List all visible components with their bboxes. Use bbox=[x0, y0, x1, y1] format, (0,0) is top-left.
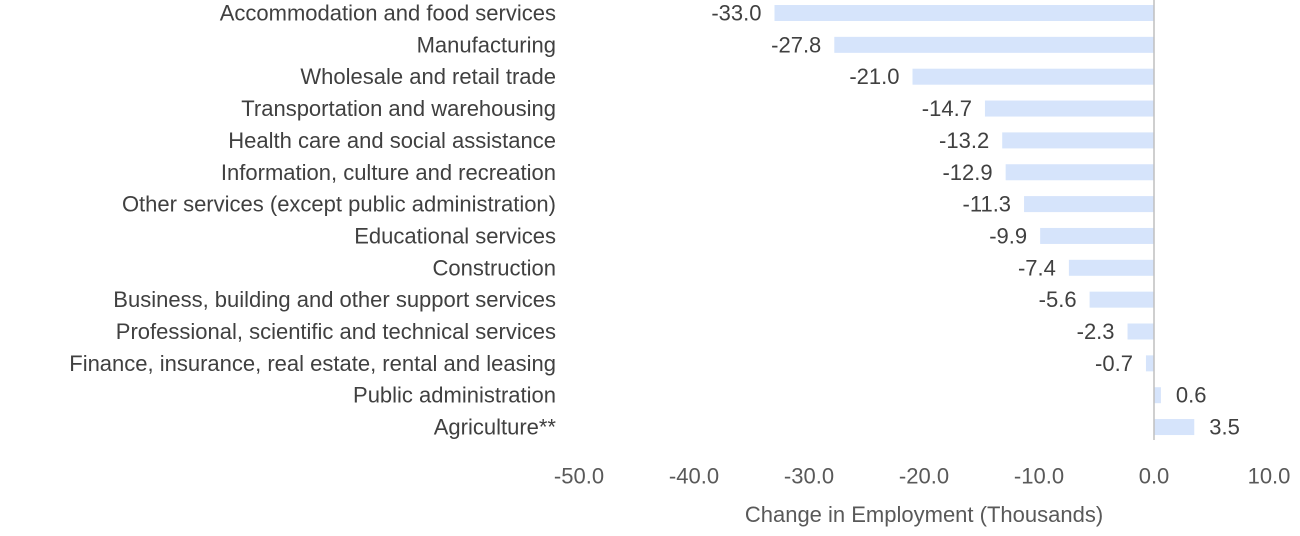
value-label: -5.6 bbox=[1039, 287, 1077, 312]
value-label: -21.0 bbox=[849, 64, 899, 89]
bar-construction bbox=[1068, 259, 1154, 276]
category-labels-group: Accommodation and food services Manufactu… bbox=[69, 1, 556, 440]
x-axis-title: Change in Employment (Thousands) bbox=[745, 502, 1103, 527]
value-label: 0.6 bbox=[1176, 383, 1207, 408]
x-tick-label: -30.0 bbox=[784, 464, 834, 489]
x-tick-label: -10.0 bbox=[1014, 464, 1064, 489]
category-label: Transportation and warehousing bbox=[241, 96, 556, 121]
category-label: Public administration bbox=[353, 383, 556, 408]
category-label: Wholesale and retail trade bbox=[300, 64, 556, 89]
value-label: -11.3 bbox=[963, 192, 1012, 217]
value-label: -13.2 bbox=[939, 128, 989, 153]
bar-information-culture-and-recreation bbox=[1005, 164, 1154, 181]
value-label: 3.5 bbox=[1209, 415, 1240, 440]
x-tick-label: -40.0 bbox=[669, 464, 719, 489]
category-label: Finance, insurance, real estate, rental … bbox=[69, 351, 556, 376]
category-label: Professional, scientific and technical s… bbox=[116, 319, 556, 344]
bar-business-building-and-other-support-services bbox=[1089, 291, 1154, 308]
bar-public-administration bbox=[1154, 387, 1161, 404]
category-label: Educational services bbox=[354, 223, 556, 248]
value-label: -0.7 bbox=[1095, 351, 1133, 376]
category-label: Manufacturing bbox=[417, 32, 556, 57]
category-label: Agriculture** bbox=[434, 415, 557, 440]
bar-educational-services bbox=[1040, 227, 1154, 244]
bar-transportation-and-warehousing bbox=[984, 100, 1154, 117]
x-tick-labels-group: -50.0 -40.0 -30.0 -20.0 -10.0 0.0 10.0 bbox=[554, 464, 1290, 489]
bar-professional-scientific-and-technical-services bbox=[1127, 323, 1154, 340]
value-label: -2.3 bbox=[1077, 319, 1115, 344]
category-label: Information, culture and recreation bbox=[221, 160, 556, 185]
x-tick-label: 10.0 bbox=[1248, 464, 1291, 489]
bar-manufacturing bbox=[834, 36, 1154, 53]
bar-other-services-except-public-administration bbox=[1024, 196, 1154, 213]
bar-health-care-and-social-assistance bbox=[1002, 132, 1154, 149]
category-label: Health care and social assistance bbox=[228, 128, 556, 153]
category-label: Accommodation and food services bbox=[220, 1, 556, 26]
value-label: -12.9 bbox=[942, 160, 992, 185]
category-label: Other services (except public administra… bbox=[122, 192, 556, 217]
value-label: -9.9 bbox=[989, 223, 1027, 248]
category-label: Business, building and other support ser… bbox=[113, 287, 556, 312]
value-label: -7.4 bbox=[1018, 255, 1056, 280]
category-label: Construction bbox=[432, 255, 556, 280]
x-tick-label: -50.0 bbox=[554, 464, 604, 489]
value-label: -14.7 bbox=[922, 96, 972, 121]
bar-agriculture bbox=[1154, 419, 1195, 436]
bar-finance-insurance-real-estate-rental-and-leasing bbox=[1145, 355, 1154, 372]
bar-wholesale-and-retail-trade bbox=[912, 68, 1154, 85]
x-tick-label: 0.0 bbox=[1139, 464, 1170, 489]
value-label: -33.0 bbox=[711, 1, 761, 26]
x-tick-label: -20.0 bbox=[899, 464, 949, 489]
bars-group bbox=[774, 5, 1195, 436]
value-label: -27.8 bbox=[771, 32, 821, 57]
value-labels-group: -33.0 -27.8 -21.0 -14.7 -13.2 -12.9 -11.3 -9.9 -… bbox=[711, 1, 1240, 440]
bar-accommodation-and-food-services bbox=[774, 5, 1154, 21]
